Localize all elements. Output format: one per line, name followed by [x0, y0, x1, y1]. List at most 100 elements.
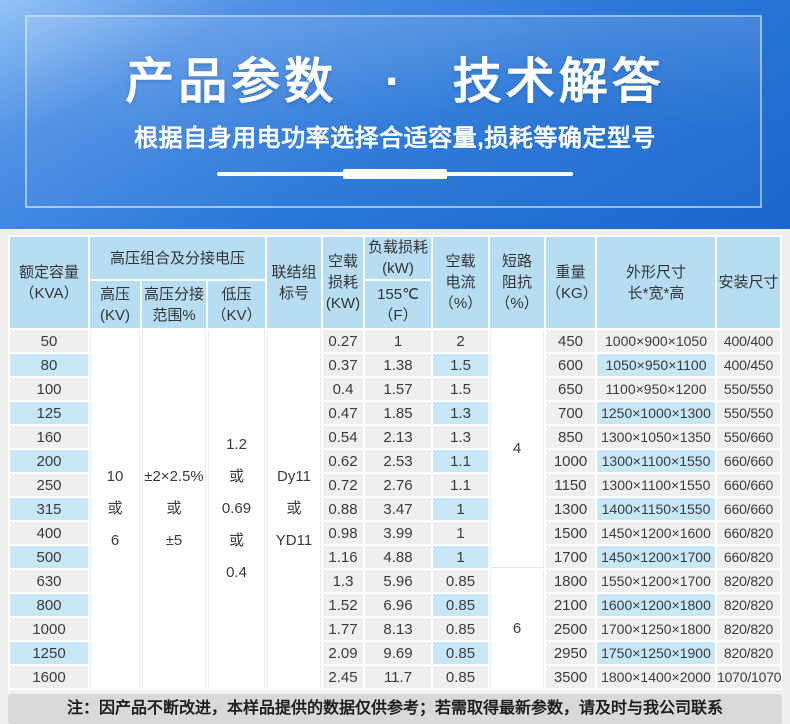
cell-rated-capacity: 125 [10, 402, 88, 424]
cell-install-size: 660/820 [717, 522, 780, 544]
cell-dimensions: 1300×1050×1350 [597, 426, 715, 448]
col-header-load-loss-temp: 155℃ （F） [365, 281, 431, 328]
cell-noload-current: 1 [433, 546, 488, 568]
cell-noload-current: 0.85 [433, 594, 488, 616]
table-row: 50 10 或 6 ±2×2.5% 或 ±5 1.2 或 0.69 或 0.4 Dy11… [10, 330, 780, 688]
table-row: 125 0.47 1.85 1.3 700 1250×1000×1300 550/550 [10, 402, 780, 424]
cell-dimensions: 1100×950×1200 [597, 378, 715, 400]
spec-table: 额定容量 （KVA） 高压组合及分接电压 联结组 标号 空载 损耗 (KW) 负… [8, 235, 782, 690]
cell-noload-loss: 1.3 [323, 570, 363, 592]
cell-noload-current: 0.85 [433, 642, 488, 664]
cell-load-loss: 1 [365, 330, 431, 352]
banner-divider [217, 169, 573, 179]
cell-noload-loss: 2.09 [323, 642, 363, 664]
cell-weight: 600 [546, 354, 595, 376]
page-title: 产品参数 · 技术解答 [125, 55, 665, 109]
cell-noload-current: 1 [433, 522, 488, 544]
cell-dimensions: 1050×950×1100 [597, 354, 715, 376]
col-header-load-loss: 负载损耗 (kW) [365, 237, 431, 279]
cell-noload-current: 1.5 [433, 354, 488, 376]
cell-install-size: 660/660 [717, 474, 780, 496]
cell-install-size: 660/660 [717, 450, 780, 472]
cell-load-loss: 3.47 [365, 498, 431, 520]
cell-weight: 3500 [546, 666, 595, 688]
cell-weight: 650 [546, 378, 595, 400]
cell-hv-merged: 10 或 6 [90, 330, 140, 688]
cell-rated-capacity: 1250 [10, 642, 88, 664]
table-row: 630 1.3 5.96 0.85 6 1800 1550×1200×1700 820/820 [10, 570, 780, 688]
col-header-noload-loss: 空载 损耗 (KW) [323, 237, 363, 328]
cell-install-size: 550/550 [717, 402, 780, 424]
cell-rated-capacity: 1600 [10, 666, 88, 688]
cell-install-size: 820/820 [717, 570, 780, 592]
table-row: 400 0.98 3.99 1 1500 1450×1200×1600 660/820 [10, 522, 780, 544]
cell-load-loss: 1.57 [365, 378, 431, 400]
cell-install-size: 550/550 [717, 378, 780, 400]
cell-load-loss: 8.13 [365, 618, 431, 640]
cell-dimensions: 1300×1100×1550 [597, 474, 715, 496]
cell-noload-current: 1.3 [433, 426, 488, 448]
cell-load-loss: 9.69 [365, 642, 431, 664]
cell-noload-current: 1 [433, 498, 488, 520]
table-row: 315 0.88 3.47 1 1300 1400×1150×1550 660/660 [10, 498, 780, 520]
cell-weight: 700 [546, 402, 595, 424]
cell-dimensions: 1250×1000×1300 [597, 402, 715, 424]
cell-tap-range-merged: ±2×2.5% 或 ±5 [142, 330, 206, 688]
cell-weight: 850 [546, 426, 595, 448]
cell-weight: 1000 [546, 450, 595, 472]
cell-weight: 450 [546, 330, 595, 352]
col-header-tap-range: 高压分接 范围% [142, 281, 206, 328]
cell-install-size: 1070/1070 [717, 666, 782, 688]
cell-weight: 1150 [546, 474, 595, 496]
cell-install-size: 820/820 [717, 594, 780, 616]
col-header-hv-voltage: 高压 (KV) [90, 281, 140, 328]
cell-noload-loss: 0.72 [323, 474, 363, 496]
table-row: 800 1.52 6.96 0.85 2100 1600×1200×1800 820/820 [10, 594, 780, 616]
cell-noload-loss: 0.54 [323, 426, 363, 448]
cell-noload-loss: 0.98 [323, 522, 363, 544]
cell-install-size: 400/450 [717, 354, 780, 376]
cell-rated-capacity: 250 [10, 474, 88, 496]
cell-noload-current: 1.1 [433, 450, 488, 472]
cell-weight: 2100 [546, 594, 595, 616]
cell-load-loss: 2.76 [365, 474, 431, 496]
cell-rated-capacity: 315 [10, 498, 88, 520]
table-row: 250 0.72 2.76 1.1 1150 1300×1100×1550 660/660 [10, 474, 780, 496]
cell-rated-capacity: 630 [10, 570, 88, 592]
col-header-dimensions: 外形尺寸 长*宽*高 [597, 237, 715, 328]
col-header-rated-capacity: 额定容量 （KVA） [10, 237, 88, 328]
cell-noload-current: 1.3 [433, 402, 488, 424]
col-header-impedance: 短路 阻抗 （%） [490, 237, 544, 328]
col-header-weight: 重量 （KG） [546, 237, 598, 328]
banner-content: 产品参数 · 技术解答 根据自身用电功率选择合适容量,损耗等确定型号 [0, 0, 790, 179]
cell-noload-current: 0.85 [433, 666, 488, 688]
table-row: 100 0.4 1.57 1.5 650 1100×950×1200 550/550 [10, 378, 780, 400]
cell-rated-capacity: 160 [10, 426, 88, 448]
cell-dimensions: 1550×1200×1700 [597, 570, 715, 592]
cell-load-loss: 3.99 [365, 522, 431, 544]
cell-noload-loss: 0.4 [323, 378, 363, 400]
cell-install-size: 820/820 [717, 642, 780, 664]
cell-weight: 1500 [546, 522, 595, 544]
cell-load-loss: 2.53 [365, 450, 431, 472]
cell-load-loss: 1.85 [365, 402, 431, 424]
cell-noload-loss: 0.37 [323, 354, 363, 376]
table-row: 80 0.37 1.38 1.5 600 1050×950×1100 400/450 [10, 354, 780, 376]
cell-load-loss: 5.96 [365, 570, 431, 592]
cell-noload-current: 2 [433, 330, 488, 352]
cell-rated-capacity: 1000 [10, 618, 88, 640]
cell-install-size: 660/820 [717, 546, 780, 568]
table-row: 160 0.54 2.13 1.3 850 1300×1050×1350 550/660 [10, 426, 780, 448]
col-header-lv-voltage: 低压 （KV） [208, 281, 265, 328]
cell-noload-loss: 2.45 [323, 666, 363, 688]
table-row: 200 0.62 2.53 1.1 1000 1300×1100×1550 660/660 [10, 450, 780, 472]
cell-load-loss: 2.13 [365, 426, 431, 448]
cell-weight: 1300 [546, 498, 595, 520]
cell-dimensions: 1400×1150×1550 [597, 498, 715, 520]
col-header-noload-current: 空载 电流 （%） [433, 237, 488, 328]
table-row: 500 1.16 4.88 1 1700 1450×1200×1700 660/820 [10, 546, 780, 568]
cell-lv-merged: 1.2 或 0.69 或 0.4 [208, 330, 265, 688]
col-header-hv-group: 高压组合及分接电压 [90, 237, 265, 279]
cell-install-size: 400/400 [717, 330, 780, 352]
